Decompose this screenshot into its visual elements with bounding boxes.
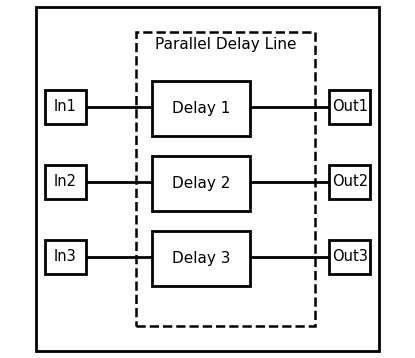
Text: In2: In2 (54, 174, 77, 189)
Bar (44, 165, 86, 199)
Text: In3: In3 (54, 250, 77, 264)
Bar (329, 90, 371, 124)
Bar (136, 32, 315, 326)
Text: Delay 3: Delay 3 (172, 251, 230, 266)
Bar (44, 240, 86, 274)
Text: In1: In1 (54, 99, 77, 114)
Text: Parallel Delay Line: Parallel Delay Line (155, 37, 296, 52)
Bar (329, 240, 371, 274)
Text: Out2: Out2 (332, 174, 368, 189)
Bar (329, 165, 371, 199)
Bar (152, 156, 251, 211)
Text: Delay 2: Delay 2 (172, 176, 230, 191)
Bar (44, 90, 86, 124)
Bar (152, 81, 251, 136)
Text: Delay 1: Delay 1 (172, 101, 230, 116)
Bar (152, 231, 251, 286)
Text: Out3: Out3 (332, 250, 368, 264)
Text: Out1: Out1 (332, 99, 368, 114)
